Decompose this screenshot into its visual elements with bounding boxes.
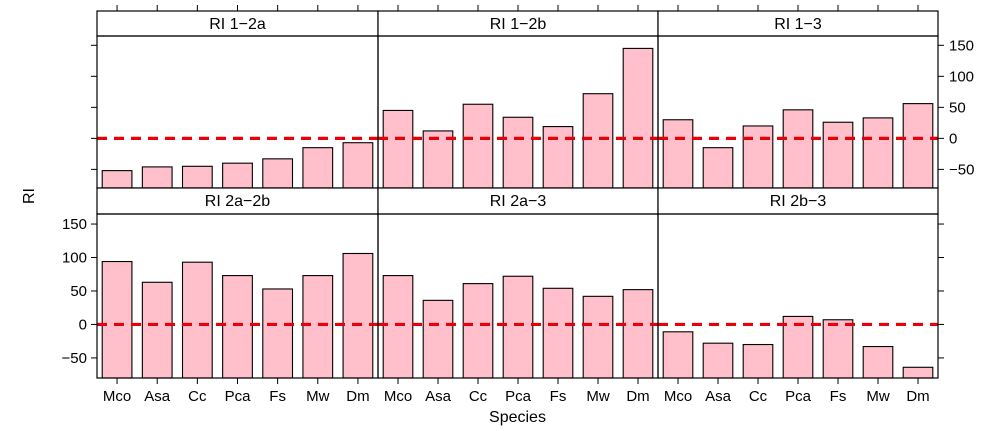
bar-Cc bbox=[742, 343, 774, 379]
bar-Fs bbox=[542, 287, 574, 379]
bar-Pca bbox=[782, 315, 814, 379]
x-tick-label: Pca bbox=[505, 388, 532, 405]
strip-label: RI 1−2b bbox=[490, 16, 547, 33]
panel-6: RI 2b−3 bbox=[657, 187, 939, 379]
strip-background bbox=[96, 10, 379, 37]
x-tick-label: Cc bbox=[749, 388, 768, 405]
panels-layer: RI 1−2a RI 1−2b RI 1−3 RI 2a−2b RI 2a−3 RI 2b… bbox=[96, 10, 939, 379]
bar-Fs bbox=[262, 288, 294, 379]
bar-Fs bbox=[822, 319, 854, 379]
x-tick-label: Asa bbox=[425, 388, 452, 405]
strip-label: RI 2a−2b bbox=[205, 193, 270, 210]
strip-label: RI 2a−3 bbox=[490, 193, 547, 210]
x-tick-label: Fs bbox=[550, 388, 567, 405]
y-tick-label: −50 bbox=[62, 350, 87, 367]
bar-Mw bbox=[302, 147, 334, 189]
bar-Pca bbox=[502, 116, 534, 189]
y-tick-label: 50 bbox=[70, 283, 87, 300]
y-tick-label: 50 bbox=[949, 99, 966, 116]
bar-Mw bbox=[862, 345, 894, 379]
x-tick-label: Mco bbox=[103, 388, 131, 405]
bar-Mw bbox=[582, 93, 614, 189]
x-tick-label: Fs bbox=[830, 388, 847, 405]
x-tick-label: Asa bbox=[705, 388, 732, 405]
x-tick-label: Asa bbox=[144, 388, 171, 405]
y-tick-label: 0 bbox=[79, 316, 87, 333]
bar-Dm bbox=[902, 103, 934, 189]
y-tick-label: 100 bbox=[949, 68, 974, 85]
bar-Mw bbox=[862, 117, 894, 189]
bar-Cc bbox=[181, 165, 213, 189]
bar-Pca bbox=[782, 109, 814, 189]
bar-Asa bbox=[422, 130, 454, 189]
bar-Dm bbox=[342, 252, 374, 379]
bar-Pca bbox=[222, 275, 253, 379]
bar-Mco bbox=[662, 331, 694, 379]
x-tick-label: Mco bbox=[664, 388, 692, 405]
bar-Cc bbox=[181, 261, 213, 379]
y-tick-label: 0 bbox=[949, 130, 957, 147]
bar-Mco bbox=[101, 260, 133, 379]
y-tick-label: 100 bbox=[62, 250, 87, 267]
bar-Cc bbox=[742, 125, 774, 189]
x-tick-label: Dm bbox=[906, 388, 929, 405]
bar-Dm bbox=[622, 289, 654, 379]
panel-4: RI 2a−2b bbox=[96, 187, 379, 379]
bar-Cc bbox=[462, 103, 494, 189]
x-tick-label: Mw bbox=[866, 388, 889, 405]
strip-background bbox=[377, 187, 659, 215]
axes-layer: Mco Asa Cc Pca Fs Mw Dm Mco Asa Cc Pca Fs Mw Dm Mco Asa… bbox=[62, 5, 974, 405]
y-axis-title: RI bbox=[21, 188, 38, 204]
bar-Asa bbox=[702, 147, 734, 189]
bar-Dm bbox=[902, 366, 934, 379]
x-tick-label: Mw bbox=[586, 388, 609, 405]
bar-Mco bbox=[662, 119, 694, 189]
x-tick-label: Cc bbox=[469, 388, 488, 405]
strip-label: RI 2b−3 bbox=[770, 193, 827, 210]
bar-Asa bbox=[702, 342, 734, 379]
x-tick-label: Pca bbox=[785, 388, 812, 405]
bar-Asa bbox=[141, 166, 173, 189]
panel-1: RI 1−2a bbox=[96, 10, 379, 189]
bar-Dm bbox=[342, 142, 374, 189]
bar-Asa bbox=[141, 281, 173, 379]
x-tick-label: Mco bbox=[384, 388, 412, 405]
x-tick-label: Pca bbox=[225, 388, 252, 405]
strip-background bbox=[657, 187, 939, 215]
strip-label: RI 1−2a bbox=[209, 16, 266, 33]
panel-5: RI 2a−3 bbox=[377, 187, 659, 379]
bar-Pca bbox=[502, 275, 534, 379]
bar-Mco bbox=[382, 109, 414, 189]
bar-Mw bbox=[582, 295, 614, 379]
x-tick-label: Dm bbox=[346, 388, 369, 405]
bar-Fs bbox=[262, 158, 294, 189]
panel-3: RI 1−3 bbox=[657, 10, 939, 189]
bar-Pca bbox=[222, 162, 253, 189]
bar-Fs bbox=[542, 126, 574, 189]
bar-Mw bbox=[302, 275, 334, 379]
x-tick-label: Cc bbox=[188, 388, 207, 405]
y-tick-label: 150 bbox=[949, 37, 974, 54]
bar-Mco bbox=[382, 275, 414, 379]
x-tick-label: Mw bbox=[306, 388, 329, 405]
x-tick-label: Dm bbox=[626, 388, 649, 405]
y-tick-label: −50 bbox=[949, 161, 974, 178]
bar-Dm bbox=[622, 47, 654, 189]
strip-background bbox=[96, 187, 379, 215]
strip-label: RI 1−3 bbox=[774, 16, 822, 33]
bar-Fs bbox=[822, 121, 854, 189]
x-axis-title: Species bbox=[489, 409, 546, 426]
bar-Cc bbox=[462, 283, 494, 379]
bar-Asa bbox=[422, 299, 454, 379]
y-tick-label: 150 bbox=[62, 216, 87, 233]
panel-2: RI 1−2b bbox=[377, 10, 659, 189]
bar-Mco bbox=[101, 170, 133, 189]
x-tick-label: Fs bbox=[269, 388, 286, 405]
